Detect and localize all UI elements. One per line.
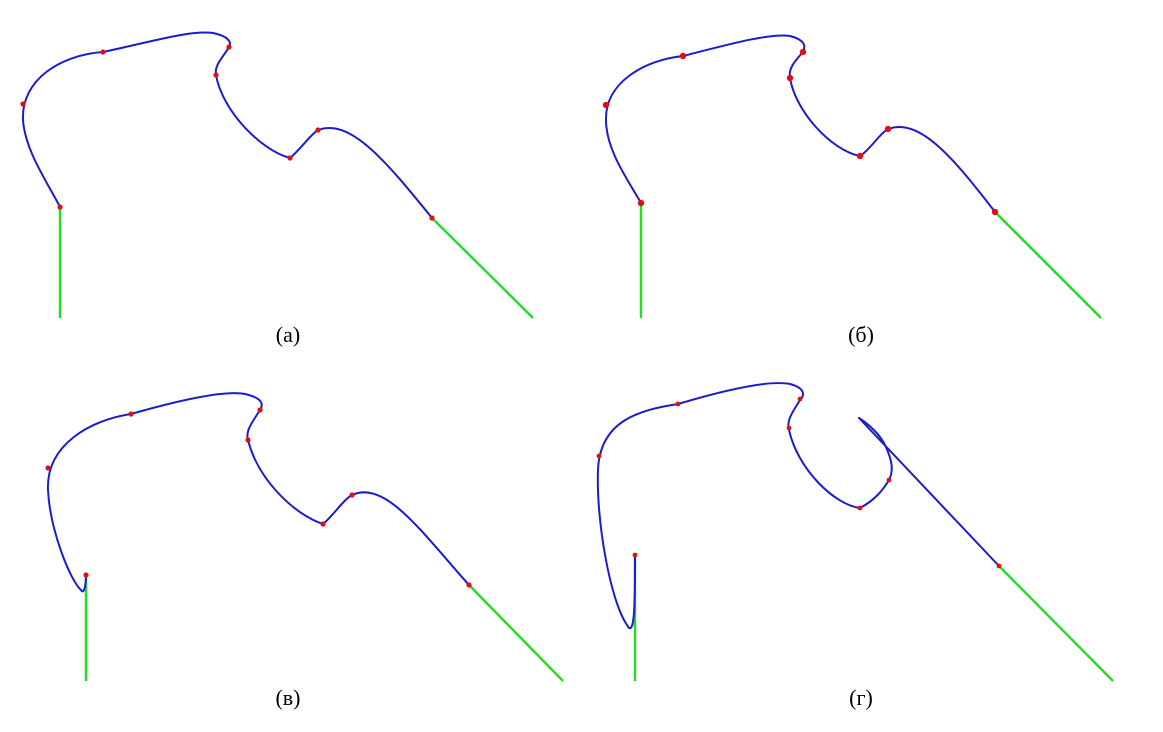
control-point [466, 582, 472, 588]
control-point [675, 401, 681, 407]
control-point [632, 552, 638, 558]
panel-caption: (г) [849, 685, 873, 710]
control-point [213, 72, 219, 78]
tangent-line-end [998, 565, 1114, 682]
panel-caption: (в) [275, 685, 300, 710]
tangent-extension [858, 417, 1000, 567]
control-point [257, 407, 263, 413]
control-points [45, 407, 472, 588]
control-points [602, 48, 999, 216]
control-point [57, 204, 63, 210]
control-point [45, 465, 51, 471]
spline-curve [21, 31, 433, 219]
panel-caption: (б) [848, 322, 874, 347]
control-point [20, 101, 26, 107]
control-point [100, 49, 106, 55]
control-point [996, 563, 1002, 569]
panel-b: (б) [602, 34, 1102, 347]
control-points [596, 396, 1002, 569]
control-point [856, 152, 864, 160]
control-point [679, 52, 687, 60]
control-points [20, 44, 435, 221]
control-point [797, 396, 803, 402]
control-point [315, 127, 321, 133]
panel-caption: (а) [276, 322, 300, 347]
control-point [128, 411, 134, 417]
spline-curve [46, 392, 470, 593]
control-point [991, 208, 999, 216]
control-point [287, 155, 293, 161]
control-point [320, 521, 326, 527]
control-point [429, 215, 435, 221]
control-point [884, 125, 892, 133]
control-point [886, 477, 892, 483]
control-point [786, 425, 792, 431]
control-point [786, 74, 794, 82]
control-point [637, 199, 645, 207]
control-point [83, 572, 89, 578]
panel-g: (г) [596, 382, 1114, 710]
panel-v: (в) [45, 392, 564, 710]
panel-a: (а) [20, 31, 534, 347]
control-point [245, 437, 251, 443]
spline-curve [596, 382, 893, 630]
control-point [602, 101, 610, 109]
control-point [349, 492, 355, 498]
spline-curve [604, 34, 996, 213]
control-point [226, 44, 232, 50]
control-point [799, 48, 807, 56]
control-point [857, 505, 863, 511]
tangent-line-end [431, 217, 534, 319]
tangent-line-end [468, 584, 564, 682]
control-point [596, 453, 602, 459]
tangent-line-end [994, 211, 1102, 319]
